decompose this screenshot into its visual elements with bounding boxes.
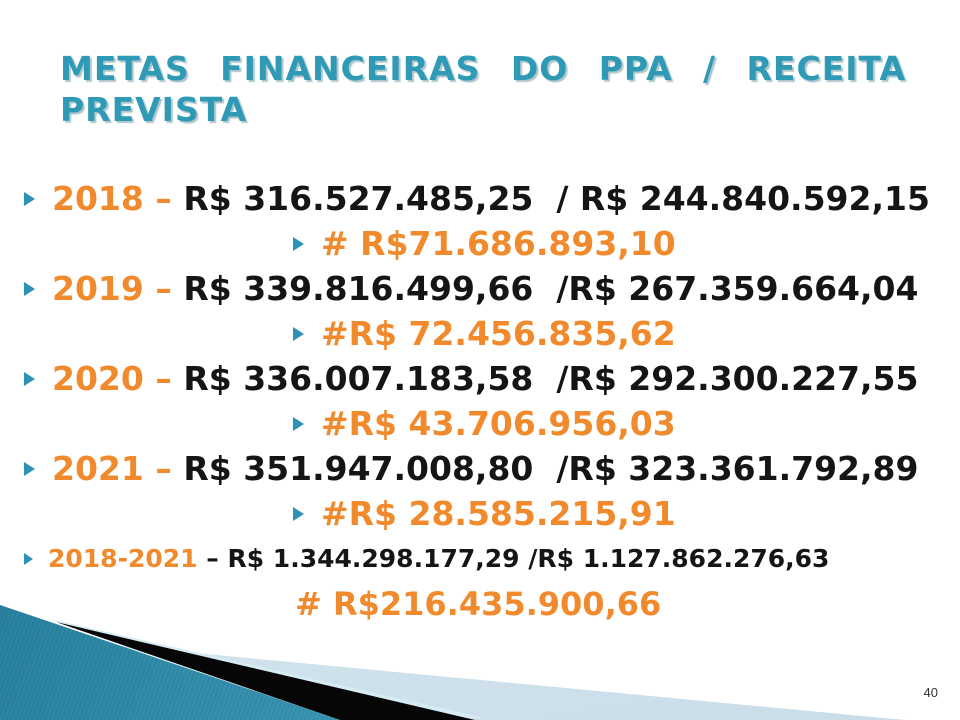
row-value-text: R$ 351.947.008,80 /R$ 323.361.792,89 [171, 449, 919, 488]
row-highlight-text: #R$ 28.585.215,91 [321, 494, 676, 533]
title-line-1: METAS FINANCEIRAS DO PPA / RECEITA [60, 49, 906, 88]
list-item: 2018 – R$ 316.527.485,25 / R$ 244.840.59… [0, 176, 960, 221]
row-highlight-text: 2019 – [52, 269, 172, 308]
row-highlight-text: 2018-2021 [48, 544, 198, 573]
bullet-list: 2018 – R$ 316.527.485,25 / R$ 244.840.59… [0, 176, 960, 626]
list-item: #R$ 72.456.835,62 [0, 311, 960, 356]
row-highlight-text: 2018 – [52, 179, 172, 218]
list-item: # R$71.686.893,10 [0, 221, 960, 266]
list-item: 2020 – R$ 336.007.183,58 /R$ 292.300.227… [0, 356, 960, 401]
chevron-bullet-icon [24, 461, 35, 476]
row-highlight-text: #R$ 72.456.835,62 [321, 314, 676, 353]
row-highlight-text: 2021 – [52, 449, 172, 488]
row-value-text: – R$ 1.344.298.177,29 /R$ 1.127.862.276,… [197, 544, 830, 573]
chevron-bullet-icon [24, 552, 33, 565]
chevron-bullet-icon [24, 191, 35, 206]
list-item: 2018-2021 – R$ 1.344.298.177,29 /R$ 1.12… [0, 536, 960, 581]
row-highlight-text: 2020 – [52, 359, 172, 398]
slide-title: METAS FINANCEIRAS DO PPA / RECEITA PREVI… [60, 48, 906, 130]
row-value-text: R$ 336.007.183,58 /R$ 292.300.227,55 [171, 359, 919, 398]
row-highlight-text: # R$71.686.893,10 [321, 224, 676, 263]
chevron-bullet-icon [293, 236, 304, 251]
list-item: 2021 – R$ 351.947.008,80 /R$ 323.361.792… [0, 446, 960, 491]
list-item: #R$ 43.706.956,03 [0, 401, 960, 446]
title-line-2: PREVISTA [60, 90, 248, 129]
chevron-bullet-icon [293, 326, 304, 341]
chevron-bullet-icon [293, 416, 304, 431]
chevron-bullet-icon [24, 281, 35, 296]
row-value-text: R$ 339.816.499,66 /R$ 267.359.664,04 [171, 269, 919, 308]
row-value-text: R$ 316.527.485,25 / R$ 244.840.592,15 [171, 179, 930, 218]
row-highlight-text: # R$216.435.900,66 [295, 584, 662, 623]
page-number: 40 [923, 685, 938, 700]
row-highlight-text: #R$ 43.706.956,03 [321, 404, 676, 443]
list-item: #R$ 28.585.215,91 [0, 491, 960, 536]
list-item: 2019 – R$ 339.816.499,66 /R$ 267.359.664… [0, 266, 960, 311]
list-item: # R$216.435.900,66 [0, 581, 960, 626]
chevron-bullet-icon [24, 371, 35, 386]
chevron-bullet-icon [293, 506, 304, 521]
